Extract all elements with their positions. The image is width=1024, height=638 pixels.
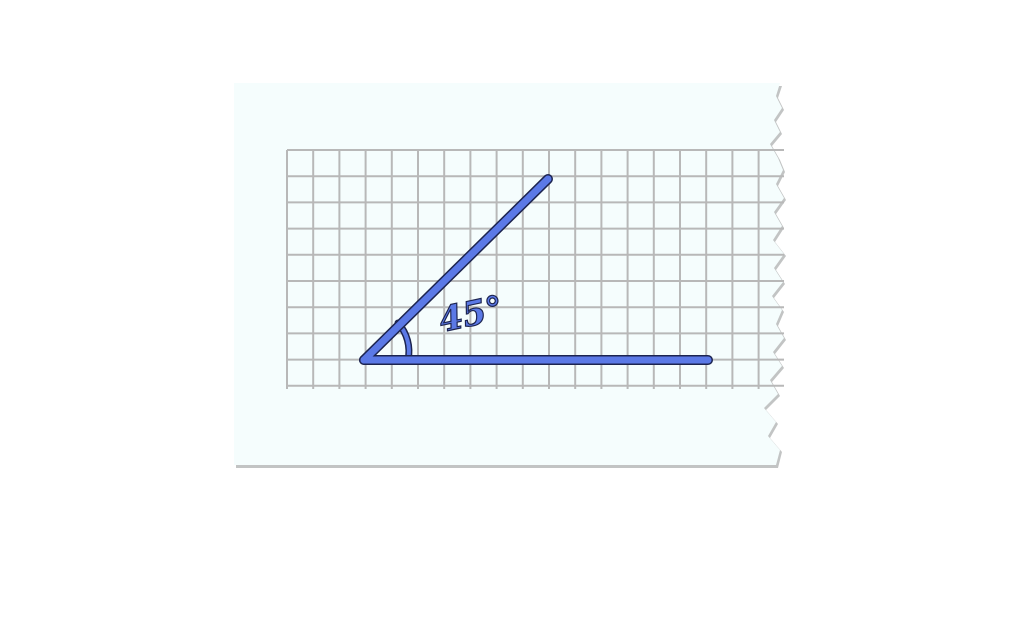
paper-surface — [234, 83, 784, 465]
ray-diagonal — [360, 175, 552, 364]
angle-rays — [359, 174, 713, 365]
paper-sheet — [234, 83, 786, 468]
